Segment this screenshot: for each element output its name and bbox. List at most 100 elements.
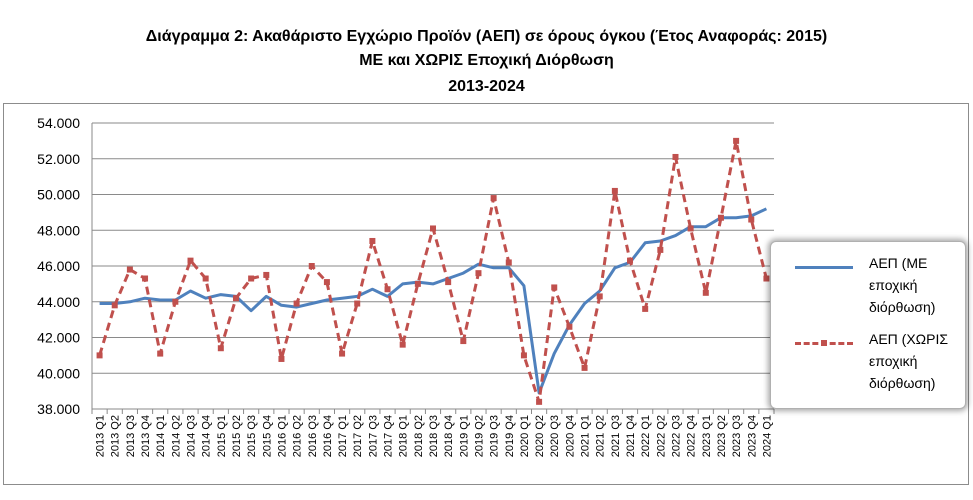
x-tick-label: 2021 Q1 [580,415,592,457]
legend-label-line: ΑΕΠ (ΧΩΡΙΣ [869,331,949,347]
data-point-marker [369,237,376,244]
x-tick-label: 2023 Q2 [716,415,728,457]
data-point-marker [748,216,755,223]
x-tick-label: 2015 Q3 [246,415,258,457]
y-tick-label: 52.000 [37,151,80,167]
data-point-marker [763,275,770,282]
data-point-marker [339,350,346,357]
x-tick-label: 2015 Q2 [231,415,243,457]
data-point-marker [596,293,603,300]
data-point-marker [445,279,452,286]
y-tick-label: 42.000 [37,330,80,346]
data-point-marker [399,341,406,348]
data-point-marker [475,270,482,277]
x-tick-label: 2023 Q1 [701,415,713,457]
data-point-marker [384,286,391,293]
x-tick-label: 2015 Q1 [216,415,228,457]
x-tick-label: 2019 Q3 [489,415,501,457]
x-tick-label: 2018 Q4 [443,415,455,457]
data-point-marker [520,352,527,359]
x-tick-label: 2019 Q1 [458,415,470,457]
legend-swatch-solid [795,266,853,269]
x-tick-label: 2019 Q2 [473,415,485,457]
x-tick-label: 2023 Q3 [731,415,743,457]
chart-frame [3,103,969,485]
data-point-marker [430,225,436,232]
data-point-marker [733,137,740,144]
x-tick-label: 2021 Q3 [610,415,622,457]
data-point-marker [96,352,103,359]
data-point-marker [172,298,179,305]
x-tick-label: 2021 Q4 [625,415,637,457]
x-tick-label: 2020 Q2 [534,415,546,457]
data-point-marker [157,350,164,357]
x-tick-label: 2017 Q3 [367,415,379,457]
data-point-marker [187,257,194,264]
data-point-marker [642,305,649,312]
x-tick-label: 2020 Q1 [519,415,531,457]
x-tick-label: 2018 Q1 [398,415,410,457]
y-tick-label: 40.000 [37,365,80,381]
y-tick-label: 44.000 [37,294,80,310]
legend-label-seasonally-adjusted: ΑΕΠ (ΜΕ εποχική διόρθωση) [869,252,955,318]
x-tick-label: 2020 Q3 [549,415,561,457]
x-tick-label: 2014 Q4 [201,415,213,457]
data-point-marker [581,364,588,371]
y-tick-label: 46.000 [37,258,80,274]
x-tick-label: 2022 Q4 [686,415,698,457]
series-line-unadjusted [98,139,768,404]
y-tick-label: 50.000 [37,187,80,203]
data-point-marker [566,323,573,330]
chart-title-line-1: Διάγραμμα 2: Ακαθάριστο Εγχώριο Προϊόν (… [145,28,828,45]
x-tick-label: 2018 Q3 [428,415,440,457]
x-tick-label: 2013 Q3 [125,415,137,457]
data-point-marker [278,355,285,362]
x-tick-label: 2022 Q1 [640,415,652,457]
chart-title-line-2: ΜΕ και ΧΩΡΙΣ Εποχική Διόρθωση [359,52,614,69]
legend-label-line: διόρθωση) [869,375,936,391]
data-point-marker [111,302,118,309]
x-tick-label: 2021 Q2 [595,415,607,457]
x-tick-label: 2013 Q4 [140,415,152,457]
data-point-marker [248,275,255,282]
x-tick-label: 2017 Q2 [352,415,364,457]
x-tick-label: 2018 Q2 [413,415,425,457]
x-tick-label: 2022 Q2 [655,415,667,457]
x-tick-label: 2015 Q4 [261,415,273,457]
data-point-marker [460,338,467,345]
data-point-marker [293,300,300,307]
y-tick-label: 48.000 [37,222,80,238]
data-point-marker [490,195,497,202]
x-tick-label: 2014 Q1 [155,415,167,457]
legend-label-line: ΑΕΠ (ΜΕ [869,255,928,271]
data-point-marker [263,271,270,278]
data-point-marker [505,259,512,266]
x-tick-label: 2020 Q4 [564,415,576,457]
legend-marker-square [821,340,827,346]
data-point-marker [202,275,209,282]
x-tick-label: 2023 Q4 [746,415,758,457]
x-tick-label: 2013 Q2 [110,415,122,457]
data-point-marker [627,257,634,264]
x-tick-label: 2022 Q3 [670,415,682,457]
data-point-marker [232,295,239,302]
legend-label-line: εποχική [869,353,918,369]
data-point-marker [536,398,543,405]
data-point-marker [611,187,618,194]
x-tick-label: 2016 Q4 [322,415,334,457]
data-point-marker [687,225,694,232]
x-tick-label: 2019 Q4 [504,415,516,457]
chart-legend: ΑΕΠ (ΜΕ εποχική διόρθωση) ΑΕΠ (ΧΩΡΙΣ επο… [770,241,966,409]
data-point-marker [323,279,330,286]
x-tick-label: 2017 Q4 [383,415,395,457]
data-point-marker [354,300,361,307]
data-point-marker [702,289,709,296]
legend-label-line: εποχική [869,277,918,293]
data-point-marker [551,284,558,291]
data-point-marker [217,345,224,352]
x-tick-label: 2014 Q3 [186,415,198,457]
data-point-marker [717,214,724,221]
y-tick-label: 38.000 [37,401,80,417]
x-tick-label: 2016 Q3 [307,415,319,457]
